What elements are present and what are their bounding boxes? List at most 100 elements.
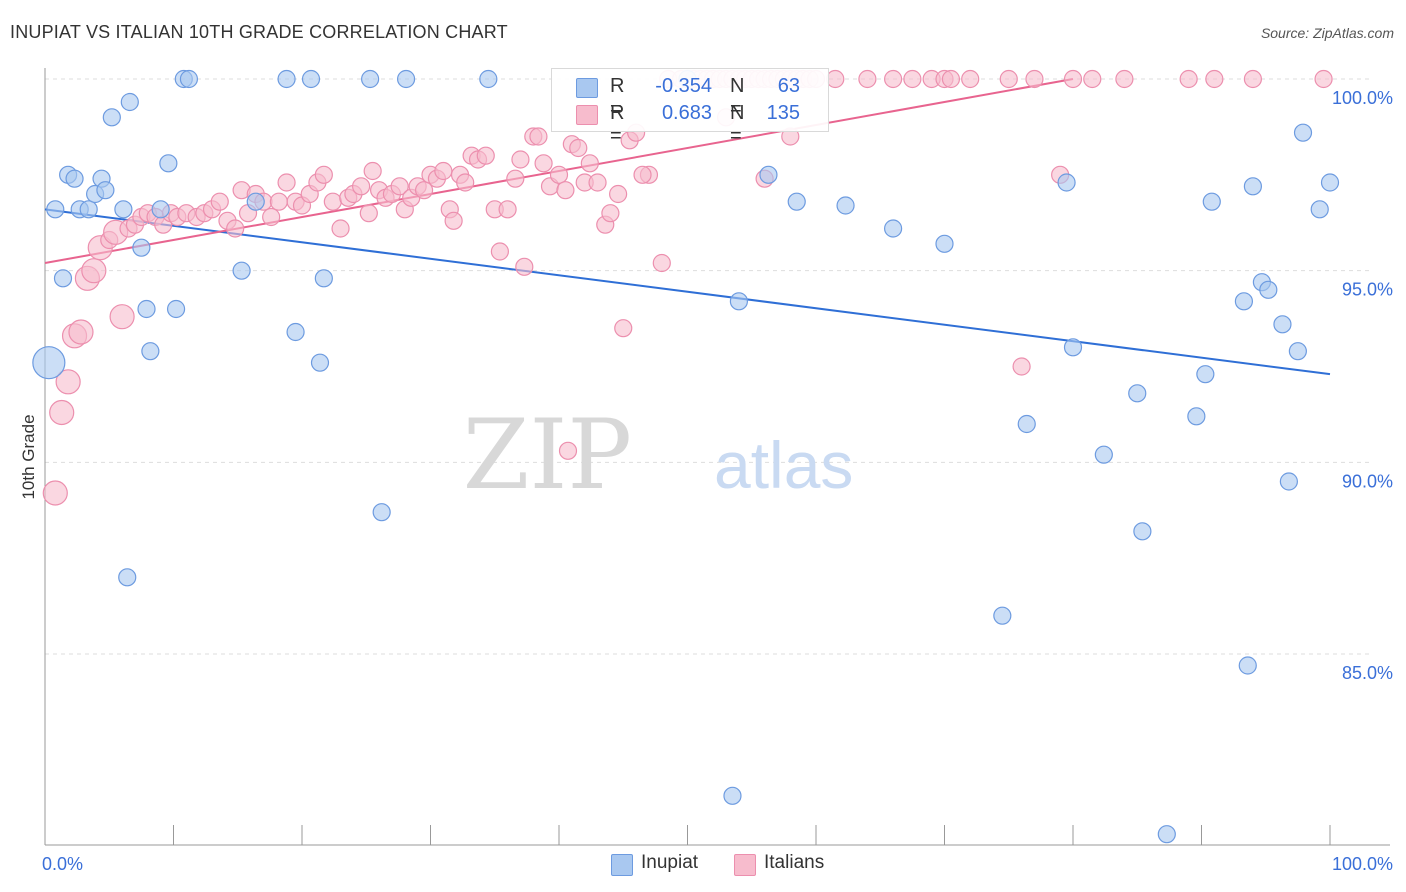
legend-r-value: -0.354 (655, 75, 712, 97)
data-point-italians (515, 257, 534, 276)
data-point-inupiat (729, 292, 749, 311)
data-point-inupiat (1094, 445, 1113, 464)
data-point-italians (444, 211, 463, 230)
data-point-italians (633, 165, 652, 184)
legend-n-value: 135 (766, 102, 800, 124)
data-point-inupiat (1196, 365, 1215, 384)
data-point-inupiat (1310, 200, 1329, 219)
data-point-inupiat (1279, 472, 1298, 491)
grid-lines (45, 78, 1370, 655)
data-point-inupiat (723, 786, 742, 805)
data-point-italians (999, 69, 1018, 89)
data-point-inupiat (32, 346, 66, 380)
data-point-inupiat (286, 322, 305, 342)
data-point-italians (210, 192, 229, 211)
data-point-italians (961, 69, 980, 89)
data-point-inupiat (102, 108, 121, 127)
data-point-italians (580, 154, 599, 173)
y-tick-label: 90.0% (1342, 471, 1393, 491)
data-point-inupiat (993, 606, 1012, 625)
data-point-inupiat (1273, 315, 1292, 334)
data-point-italians (506, 169, 525, 188)
data-point-italians (55, 369, 81, 395)
data-point-italians (490, 242, 509, 261)
data-point-inupiat (787, 192, 806, 211)
data-point-inupiat (132, 238, 151, 257)
data-point-inupiat (246, 192, 265, 211)
watermark: ZIP atlas (463, 399, 854, 511)
data-point-italians (558, 441, 578, 460)
data-point-inupiat (118, 568, 137, 587)
data-point-italians (68, 319, 94, 345)
correlation-legend: R = -0.354 N = 63 R = 0.683 N = 135 (551, 68, 829, 147)
y-tick-label: 100.0% (1332, 88, 1393, 108)
data-point-inupiat (1187, 407, 1206, 426)
data-point-italians (456, 173, 475, 192)
inupiat-legend-icon (611, 854, 633, 876)
data-point-inupiat (277, 69, 296, 89)
series-inupiat-points (32, 69, 1340, 844)
data-point-italians (331, 219, 350, 238)
data-point-inupiat (1243, 177, 1263, 196)
data-point-italians (883, 69, 903, 89)
data-point-italians (511, 150, 530, 169)
italians-legend-label: Italians (764, 852, 825, 873)
data-point-italians (941, 69, 961, 89)
data-point-inupiat (114, 200, 133, 219)
data-point-italians (277, 173, 296, 192)
data-point-italians (49, 399, 75, 426)
x-tick-label: 0.0% (42, 854, 83, 874)
data-point-italians (314, 165, 333, 184)
data-point-italians (534, 154, 553, 173)
data-point-italians (414, 181, 434, 200)
x-tick-label: 100.0% (1332, 854, 1393, 874)
data-point-italians (434, 161, 453, 181)
data-point-inupiat (301, 69, 321, 89)
data-point-italians (390, 177, 409, 196)
data-point-italians (262, 207, 281, 227)
data-point-italians (1063, 69, 1083, 89)
axes (44, 68, 1390, 846)
legend-r-value: 0.683 (661, 102, 712, 124)
data-point-italians (588, 173, 607, 192)
chart-source: Source: ZipAtlas.com (1260, 25, 1394, 41)
data-point-inupiat (232, 261, 251, 280)
data-point-italians (1314, 69, 1333, 89)
data-point-italians (858, 69, 877, 89)
data-point-inupiat (1320, 173, 1340, 192)
legend-n-label: N = (730, 102, 745, 147)
data-point-inupiat (53, 269, 73, 288)
data-point-inupiat (1017, 414, 1036, 434)
italians-legend-icon (734, 854, 756, 876)
data-point-italians (359, 204, 378, 223)
data-point-inupiat (137, 299, 156, 319)
data-point-italians (81, 258, 107, 284)
data-point-italians (1115, 69, 1134, 89)
data-point-italians (1012, 357, 1031, 376)
data-point-italians (1243, 69, 1263, 89)
data-point-inupiat (1133, 522, 1152, 541)
chart-title: INUPIAT VS ITALIAN 10TH GRADE CORRELATIO… (10, 22, 508, 42)
y-axis-label: 10th Grade (19, 414, 38, 499)
data-point-inupiat (159, 154, 178, 173)
data-point-italians (529, 127, 548, 146)
data-point-italians (609, 184, 628, 204)
data-point-italians (323, 192, 342, 211)
data-point-inupiat (120, 92, 139, 112)
data-point-italians (226, 219, 245, 238)
data-point-inupiat (46, 200, 65, 219)
series-italians-points (42, 69, 1333, 506)
data-point-inupiat (1157, 825, 1176, 844)
watermark-zip: ZIP (463, 399, 632, 511)
inupiat-legend-label: Inupiat (641, 852, 699, 873)
data-point-inupiat (1202, 192, 1221, 211)
watermark-atlas: atlas (714, 428, 853, 502)
data-point-inupiat (1128, 384, 1147, 403)
data-point-inupiat (179, 69, 199, 89)
inupiat-swatch-icon (576, 78, 598, 98)
legend-n-label: N = (730, 75, 745, 120)
data-point-inupiat (151, 200, 170, 219)
data-point-italians (1025, 69, 1044, 89)
data-point-italians (601, 204, 620, 223)
